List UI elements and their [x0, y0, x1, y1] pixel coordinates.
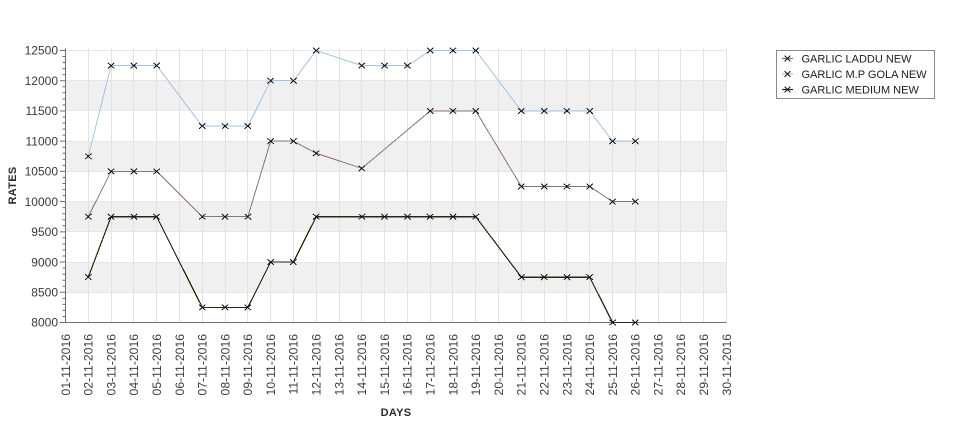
svg-text:9500: 9500	[31, 225, 58, 239]
svg-text:21-11-2016: 21-11-2016	[515, 334, 529, 396]
svg-text:GARLIC LADDU NEW: GARLIC LADDU NEW	[802, 54, 913, 66]
svg-text:05-11-2016: 05-11-2016	[150, 334, 164, 396]
svg-text:07-11-2016: 07-11-2016	[196, 334, 210, 396]
svg-text:10-11-2016: 10-11-2016	[264, 334, 278, 396]
svg-text:11-11-2016: 11-11-2016	[287, 334, 301, 395]
svg-text:16-11-2016: 16-11-2016	[401, 334, 415, 396]
svg-text:27-11-2016: 27-11-2016	[651, 334, 665, 396]
svg-text:14-11-2016: 14-11-2016	[355, 334, 369, 396]
svg-text:10000: 10000	[25, 195, 59, 209]
svg-text:19-11-2016: 19-11-2016	[469, 334, 483, 396]
svg-text:DAYS: DAYS	[381, 407, 412, 419]
svg-text:RATES: RATES	[7, 167, 19, 205]
svg-text:18-11-2016: 18-11-2016	[446, 334, 460, 396]
svg-text:12500: 12500	[25, 44, 59, 58]
svg-text:30-11-2016: 30-11-2016	[720, 334, 734, 396]
svg-text:09-11-2016: 09-11-2016	[241, 334, 255, 396]
svg-text:GARLIC M.P GOLA NEW: GARLIC M.P GOLA NEW	[802, 69, 928, 81]
svg-text:10500: 10500	[25, 165, 59, 179]
svg-text:15-11-2016: 15-11-2016	[378, 334, 392, 396]
svg-text:11000: 11000	[26, 134, 59, 148]
svg-text:25-11-2016: 25-11-2016	[606, 334, 620, 396]
svg-text:8000: 8000	[31, 316, 58, 330]
svg-text:06-11-2016: 06-11-2016	[173, 334, 187, 396]
svg-text:12-11-2016: 12-11-2016	[310, 334, 324, 396]
svg-text:17-11-2016: 17-11-2016	[423, 334, 437, 396]
svg-text:22-11-2016: 22-11-2016	[537, 334, 551, 396]
svg-text:01-11-2016: 01-11-2016	[59, 334, 73, 396]
svg-text:13-11-2016: 13-11-2016	[332, 334, 346, 396]
svg-text:29-11-2016: 29-11-2016	[697, 334, 711, 396]
svg-text:GARLIC MEDIUM NEW: GARLIC MEDIUM NEW	[802, 85, 920, 97]
svg-text:11500: 11500	[26, 104, 59, 118]
svg-text:23-11-2016: 23-11-2016	[560, 334, 574, 396]
svg-text:20-11-2016: 20-11-2016	[492, 334, 506, 396]
svg-text:02-11-2016: 02-11-2016	[82, 334, 96, 396]
svg-text:8500: 8500	[31, 285, 58, 299]
svg-text:28-11-2016: 28-11-2016	[674, 334, 688, 396]
svg-text:12000: 12000	[25, 74, 59, 88]
svg-text:24-11-2016: 24-11-2016	[583, 334, 597, 396]
svg-text:26-11-2016: 26-11-2016	[629, 334, 643, 396]
svg-text:04-11-2016: 04-11-2016	[127, 334, 141, 396]
svg-text:08-11-2016: 08-11-2016	[218, 334, 232, 396]
svg-text:03-11-2016: 03-11-2016	[104, 334, 118, 396]
svg-text:9000: 9000	[31, 255, 58, 269]
